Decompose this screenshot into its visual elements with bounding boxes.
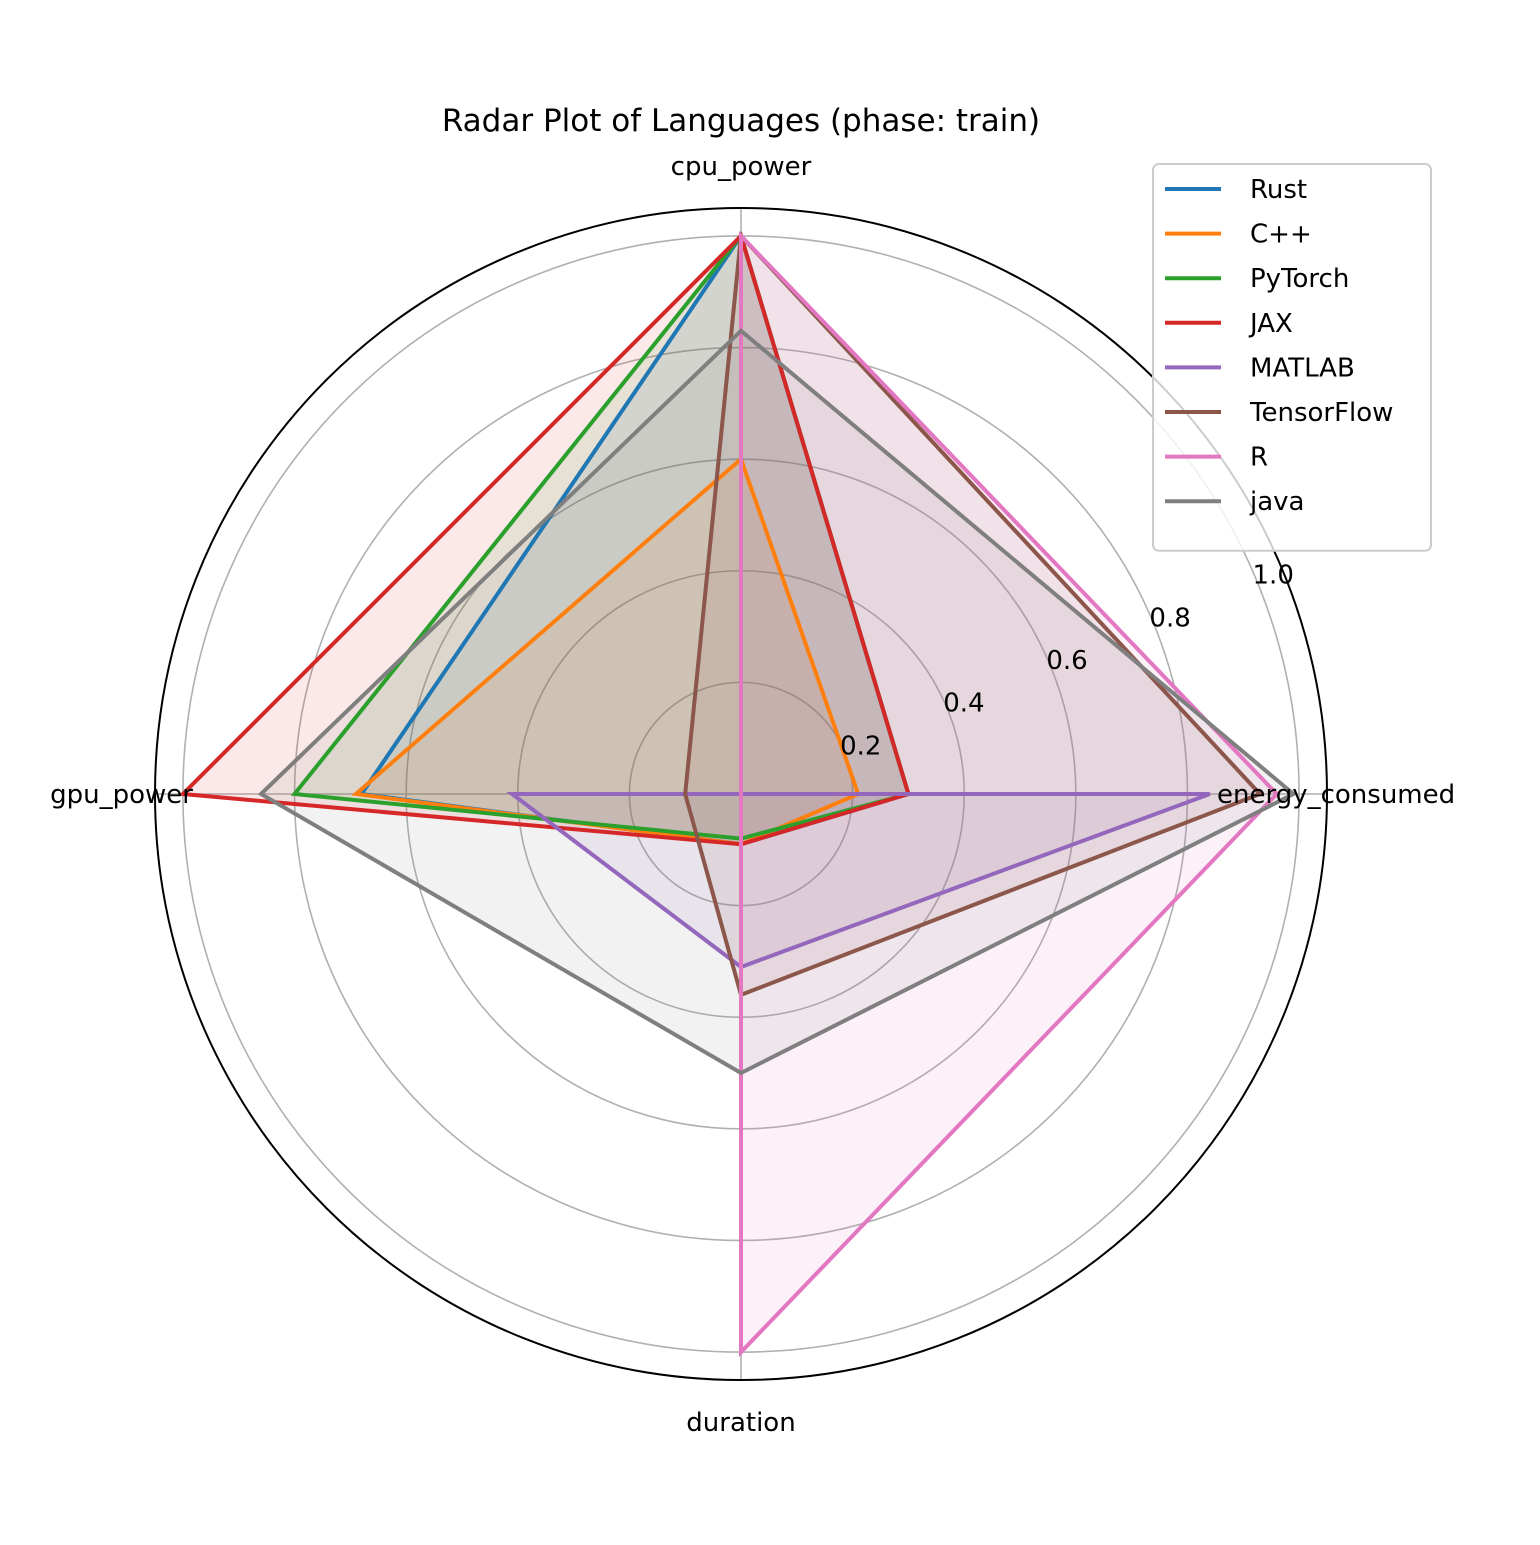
legend-box [1152,163,1432,552]
label-layer: 0.2 0.4 0.6 0.8 1.0 energy_consumed cpu_powerg… [50,152,1455,1438]
legend-label-java: java [1249,487,1304,517]
series-fill-java [261,330,1294,1073]
legend-label-TensorFlow: TensorFlow [1249,398,1393,428]
series-line-JAX [178,232,911,847]
r-tick-label: 1.0 [1253,561,1294,591]
chart-title: Radar Plot of Languages (phase: train) [442,103,1040,139]
axis-label-gpu_power: gpu_power [50,780,193,810]
r-tick-label: 0.4 [943,689,984,719]
r-tick-label: 0.6 [1046,646,1087,676]
axis-label-energy_consumed: energy_consumed [1217,780,1455,810]
series-line-java [257,328,1298,1076]
legend-label-R: R [1250,443,1268,473]
polar-frame [154,207,1328,1381]
series-fill-C++ [355,459,859,845]
axis-label-cpu_power: cpu_power [671,152,812,182]
axis-label-duration: duration [686,1408,795,1438]
series-fill-PyTorch [294,235,909,839]
series-line-R [739,230,1280,1358]
series-layer [178,230,1298,1358]
legend-label-Rust: Rust [1250,175,1307,205]
legend-label-MATLAB: MATLAB [1250,353,1355,383]
r-tick-label: 0.8 [1149,603,1190,633]
series-fill-Rust [361,235,909,845]
r-tick-label: 0.2 [840,731,881,761]
legend-label-PyTorch: PyTorch [1250,264,1349,294]
legend-label-JAX: JAX [1248,309,1293,339]
series-line-MATLAB [506,792,1211,970]
series-line-TensorFlow [683,231,1264,998]
legend-label-C++: C++ [1250,220,1312,250]
